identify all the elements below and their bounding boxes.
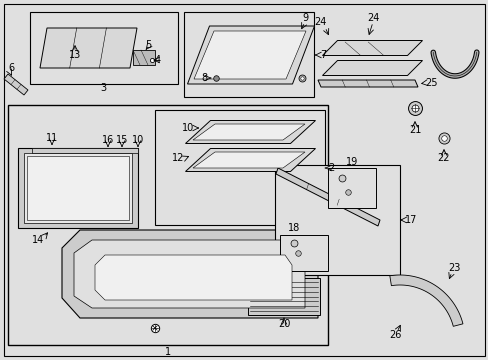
Text: 18: 18: [287, 223, 300, 233]
Polygon shape: [4, 74, 28, 95]
Text: 22: 22: [437, 153, 449, 163]
Polygon shape: [185, 148, 315, 171]
Polygon shape: [194, 31, 305, 79]
Polygon shape: [247, 278, 319, 315]
Text: 26: 26: [388, 330, 400, 340]
Polygon shape: [95, 255, 291, 300]
Text: 6: 6: [8, 63, 14, 73]
Text: 3: 3: [100, 83, 106, 93]
Polygon shape: [322, 40, 422, 55]
Text: 4: 4: [155, 55, 161, 65]
Text: 8: 8: [201, 73, 206, 83]
Bar: [24, 153, 132, 223]
Polygon shape: [389, 275, 462, 326]
Bar: [280, 235, 327, 271]
Text: 15: 15: [116, 135, 128, 145]
Polygon shape: [32, 148, 138, 153]
Text: 1: 1: [164, 347, 171, 357]
Text: 24: 24: [313, 17, 325, 27]
Text: 23: 23: [447, 263, 459, 273]
Bar: [27, 156, 129, 220]
Bar: [18, 148, 138, 228]
Bar: [30, 12, 178, 84]
Text: 9: 9: [301, 13, 307, 23]
Polygon shape: [317, 80, 417, 87]
Polygon shape: [193, 152, 305, 168]
Text: 25: 25: [424, 78, 437, 88]
Text: 16: 16: [102, 135, 114, 145]
Text: 7: 7: [319, 50, 325, 60]
Text: 21: 21: [408, 125, 420, 135]
Polygon shape: [62, 230, 317, 318]
Polygon shape: [185, 121, 315, 144]
Text: 10: 10: [182, 123, 194, 133]
Polygon shape: [74, 240, 305, 308]
Bar: [183, 12, 313, 97]
Polygon shape: [322, 60, 422, 76]
Text: 13: 13: [69, 50, 81, 60]
Text: 20: 20: [277, 319, 289, 329]
Bar: [155, 110, 325, 225]
Text: 10: 10: [132, 135, 144, 145]
Polygon shape: [133, 50, 155, 65]
Bar: [8, 105, 327, 345]
Polygon shape: [193, 124, 305, 140]
Text: 5: 5: [144, 40, 151, 50]
Bar: [274, 165, 399, 275]
Polygon shape: [275, 168, 379, 226]
Polygon shape: [187, 26, 314, 84]
Polygon shape: [40, 28, 137, 68]
Text: 11: 11: [46, 133, 58, 143]
Text: 19: 19: [345, 157, 357, 167]
Text: 24: 24: [366, 13, 378, 23]
Text: 12: 12: [171, 153, 184, 163]
Text: 2: 2: [327, 163, 334, 173]
Text: 17: 17: [404, 215, 417, 225]
Text: 14: 14: [32, 235, 44, 245]
Bar: [327, 168, 375, 208]
